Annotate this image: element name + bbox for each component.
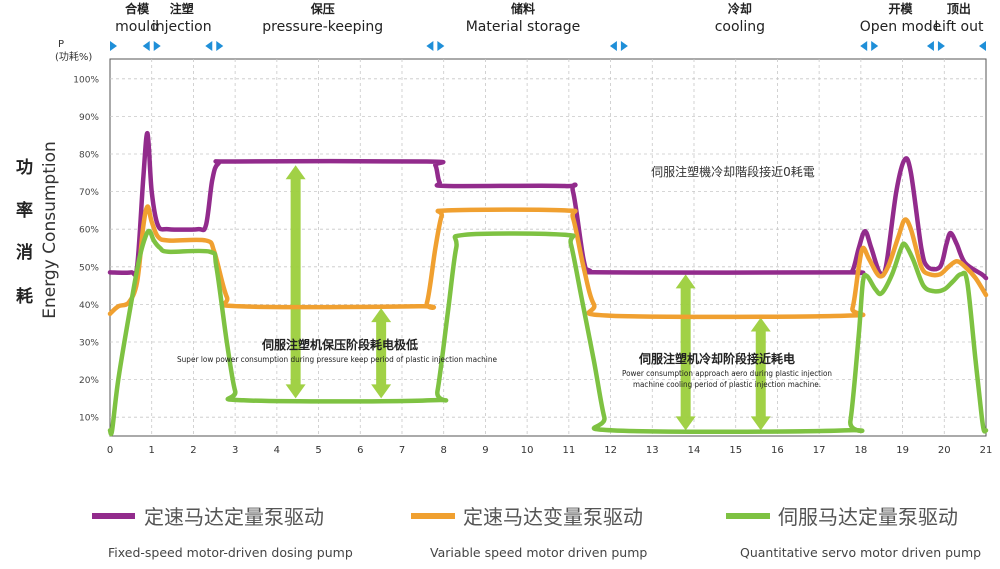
annotation-top-right: 伺服注塑機冷却階段接近0耗電 xyxy=(651,164,815,179)
x-tick-label: 1 xyxy=(149,445,155,456)
x-tick-label: 10 xyxy=(521,445,534,456)
phase-label-en: injection xyxy=(152,19,212,35)
y-tick-label: 30% xyxy=(79,339,99,349)
legend-label-en-variable: Variable speed motor driven pump xyxy=(430,545,647,560)
up-arrow xyxy=(371,308,392,399)
phase-marker-icon xyxy=(153,41,161,51)
y-tick-label: 10% xyxy=(79,414,99,424)
plot-frame xyxy=(109,58,987,437)
up-arrow xyxy=(675,274,696,431)
phase-label-en: pressure-keeping xyxy=(262,19,383,35)
annotation-cooling-en-2: machine cooling period of plastic inject… xyxy=(633,380,821,389)
phase-marker-icon xyxy=(216,41,224,51)
phase-label-cn: 储料 xyxy=(511,1,535,16)
phase-label-en: Lift out xyxy=(934,19,984,35)
x-tick-label: 5 xyxy=(315,445,321,456)
up-arrows xyxy=(285,165,771,431)
y-tick-label: 60% xyxy=(79,226,99,236)
phase-marker-icon xyxy=(437,41,445,51)
phase-header: 合模 mould 注塑 injection 保压 pressure-keeping 储料 Ma… xyxy=(110,1,986,51)
x-tick-label: 11 xyxy=(562,445,575,456)
x-tick-label: 4 xyxy=(274,445,280,456)
y-axis-title-en: Energy Consumption xyxy=(40,141,60,319)
x-tick-label: 21 xyxy=(980,445,993,456)
y-axis-ticks: 10% 20% 30% 40% 50% 60% 70% 80% 90% 100% xyxy=(73,75,99,423)
y-title-cn-4: 耗 xyxy=(16,286,33,307)
phase-label-cn: 合模 xyxy=(125,1,150,16)
y-tick-label: 100% xyxy=(73,75,99,85)
phase-label-en: Open mode xyxy=(860,19,942,35)
y-title-cn-1: 功 xyxy=(16,158,33,178)
x-tick-label: 2 xyxy=(190,445,196,456)
series-line-fixed-speed xyxy=(107,131,989,281)
y-tick-label: 50% xyxy=(79,263,99,273)
y-tick-label: 80% xyxy=(79,151,99,161)
legend-label-cn-variable: 定速马达变量泵驱动 xyxy=(463,505,643,529)
phase-marker-icon xyxy=(609,41,617,51)
series-line-variable xyxy=(107,204,989,320)
y-tick-label: 40% xyxy=(79,301,99,311)
phase-label-cn: 顶出 xyxy=(947,1,971,16)
legend-label-en-servo: Quantitative servo motor driven pump xyxy=(740,545,981,560)
series-lines xyxy=(107,131,989,437)
annotation-cooling-en-1: Power consumption approach aero during p… xyxy=(622,369,832,378)
x-tick-label: 7 xyxy=(399,445,405,456)
x-axis-ticks: 0 1 2 3 4 5 6 7 8 9 10 11 12 13 14 15 16 17 18 19 20 21 xyxy=(107,445,993,456)
phase-label-cn: 保压 xyxy=(310,1,335,16)
y-unit-p: P xyxy=(58,39,64,50)
legend: 定速马达定量泵驱动 Fixed-speed motor-driven dosin… xyxy=(92,505,981,560)
phase-marker-icon xyxy=(926,41,934,51)
grid-lines xyxy=(110,59,986,436)
phase-marker-icon xyxy=(205,41,213,51)
y-tick-label: 70% xyxy=(79,188,99,198)
phase-marker-icon xyxy=(142,41,150,51)
x-tick-label: 15 xyxy=(729,445,742,456)
x-tick-label: 18 xyxy=(854,445,867,456)
phase-marker-icon xyxy=(426,41,434,51)
phase-marker-icon xyxy=(937,41,945,51)
phase-marker-icon xyxy=(110,41,117,51)
x-tick-label: 16 xyxy=(771,445,784,456)
annotation-pressure-en: Super low power consumption during press… xyxy=(177,355,497,364)
x-tick-label: 6 xyxy=(357,445,363,456)
annotation-pressure-cn: 伺服注塑机保压阶段耗电极低 xyxy=(261,337,418,352)
series-line-servo xyxy=(107,228,989,437)
phase-marker-icon xyxy=(871,41,879,51)
phase-marker-icon xyxy=(979,41,986,51)
phase-label-cn: 冷却 xyxy=(728,1,752,16)
x-tick-label: 9 xyxy=(482,445,488,456)
legend-label-cn-servo: 伺服马达定量泵驱动 xyxy=(778,505,958,529)
x-tick-label: 0 xyxy=(107,445,113,456)
y-unit-pct: (功耗%) xyxy=(55,51,92,63)
y-tick-label: 90% xyxy=(79,113,99,123)
x-tick-label: 19 xyxy=(896,445,909,456)
phase-label-cn: 开模 xyxy=(888,1,913,16)
x-tick-label: 13 xyxy=(646,445,659,456)
phase-marker-icon xyxy=(860,41,868,51)
phase-label-en: cooling xyxy=(715,19,765,35)
x-tick-label: 3 xyxy=(232,445,238,456)
y-tick-label: 20% xyxy=(79,376,99,386)
x-tick-label: 20 xyxy=(938,445,951,456)
annotation-cooling-cn: 伺服注塑机冷却阶段接近耗电 xyxy=(638,351,795,366)
phase-marker-icon xyxy=(620,41,628,51)
y-title-cn-3: 消 xyxy=(16,242,33,263)
x-tick-label: 8 xyxy=(441,445,447,456)
y-axis-title-cn: 功 率 消 耗 xyxy=(16,158,33,307)
legend-label-en-fixed-speed: Fixed-speed motor-driven dosing pump xyxy=(108,545,353,560)
phase-label-cn: 注塑 xyxy=(170,1,194,16)
x-tick-label: 17 xyxy=(813,445,826,456)
phase-label-en: mould xyxy=(115,19,159,35)
x-tick-label: 14 xyxy=(688,445,701,456)
up-arrow xyxy=(750,317,771,431)
legend-label-cn-fixed-speed: 定速马达定量泵驱动 xyxy=(144,505,324,529)
phase-label-en: Material storage xyxy=(466,19,581,35)
up-arrow xyxy=(285,165,306,399)
x-tick-label: 12 xyxy=(604,445,617,456)
y-title-cn-2: 率 xyxy=(16,200,33,221)
